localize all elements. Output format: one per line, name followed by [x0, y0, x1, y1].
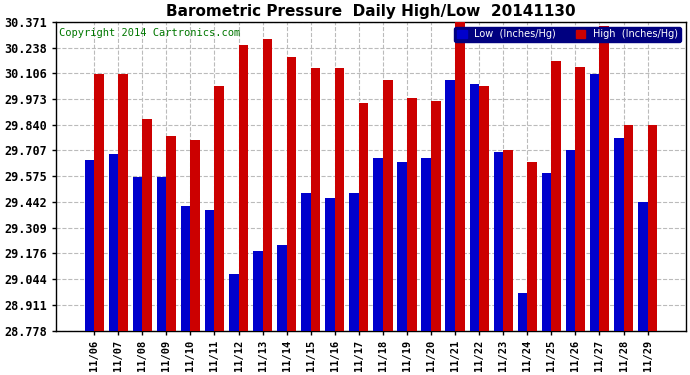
Bar [422, 158, 431, 330]
Bar [190, 140, 200, 330]
Bar [614, 138, 624, 330]
Bar [301, 192, 310, 330]
Bar [551, 61, 561, 330]
Legend: Low  (Inches/Hg), High  (Inches/Hg): Low (Inches/Hg), High (Inches/Hg) [454, 27, 681, 42]
Bar [166, 136, 176, 330]
Bar [205, 210, 215, 330]
Bar [600, 26, 609, 330]
Bar [648, 124, 657, 330]
Bar [277, 245, 286, 330]
Bar [469, 84, 479, 330]
Bar [310, 69, 320, 330]
Bar [383, 80, 393, 330]
Bar [335, 69, 344, 330]
Bar [118, 74, 128, 330]
Bar [132, 177, 142, 330]
Bar [518, 293, 527, 330]
Bar [325, 198, 335, 330]
Bar [479, 86, 489, 330]
Bar [590, 74, 600, 330]
Text: Copyright 2014 Cartronics.com: Copyright 2014 Cartronics.com [59, 28, 240, 38]
Bar [503, 150, 513, 330]
Bar [575, 66, 585, 330]
Bar [157, 177, 166, 330]
Bar [349, 192, 359, 330]
Bar [493, 152, 503, 330]
Bar [624, 124, 633, 330]
Bar [455, 22, 465, 330]
Bar [397, 162, 407, 330]
Bar [215, 86, 224, 330]
Bar [142, 119, 152, 330]
Bar [359, 104, 368, 330]
Bar [373, 158, 383, 330]
Bar [239, 45, 248, 330]
Bar [431, 101, 441, 330]
Bar [263, 39, 273, 330]
Bar [108, 154, 118, 330]
Bar [566, 150, 575, 330]
Bar [85, 160, 95, 330]
Bar [527, 162, 537, 330]
Bar [407, 98, 417, 330]
Title: Barometric Pressure  Daily High/Low  20141130: Barometric Pressure Daily High/Low 20141… [166, 4, 575, 19]
Bar [95, 74, 103, 330]
Bar [253, 251, 263, 330]
Bar [638, 202, 648, 330]
Bar [446, 80, 455, 330]
Bar [542, 173, 551, 330]
Bar [229, 274, 239, 330]
Bar [286, 57, 296, 330]
Bar [181, 206, 190, 330]
